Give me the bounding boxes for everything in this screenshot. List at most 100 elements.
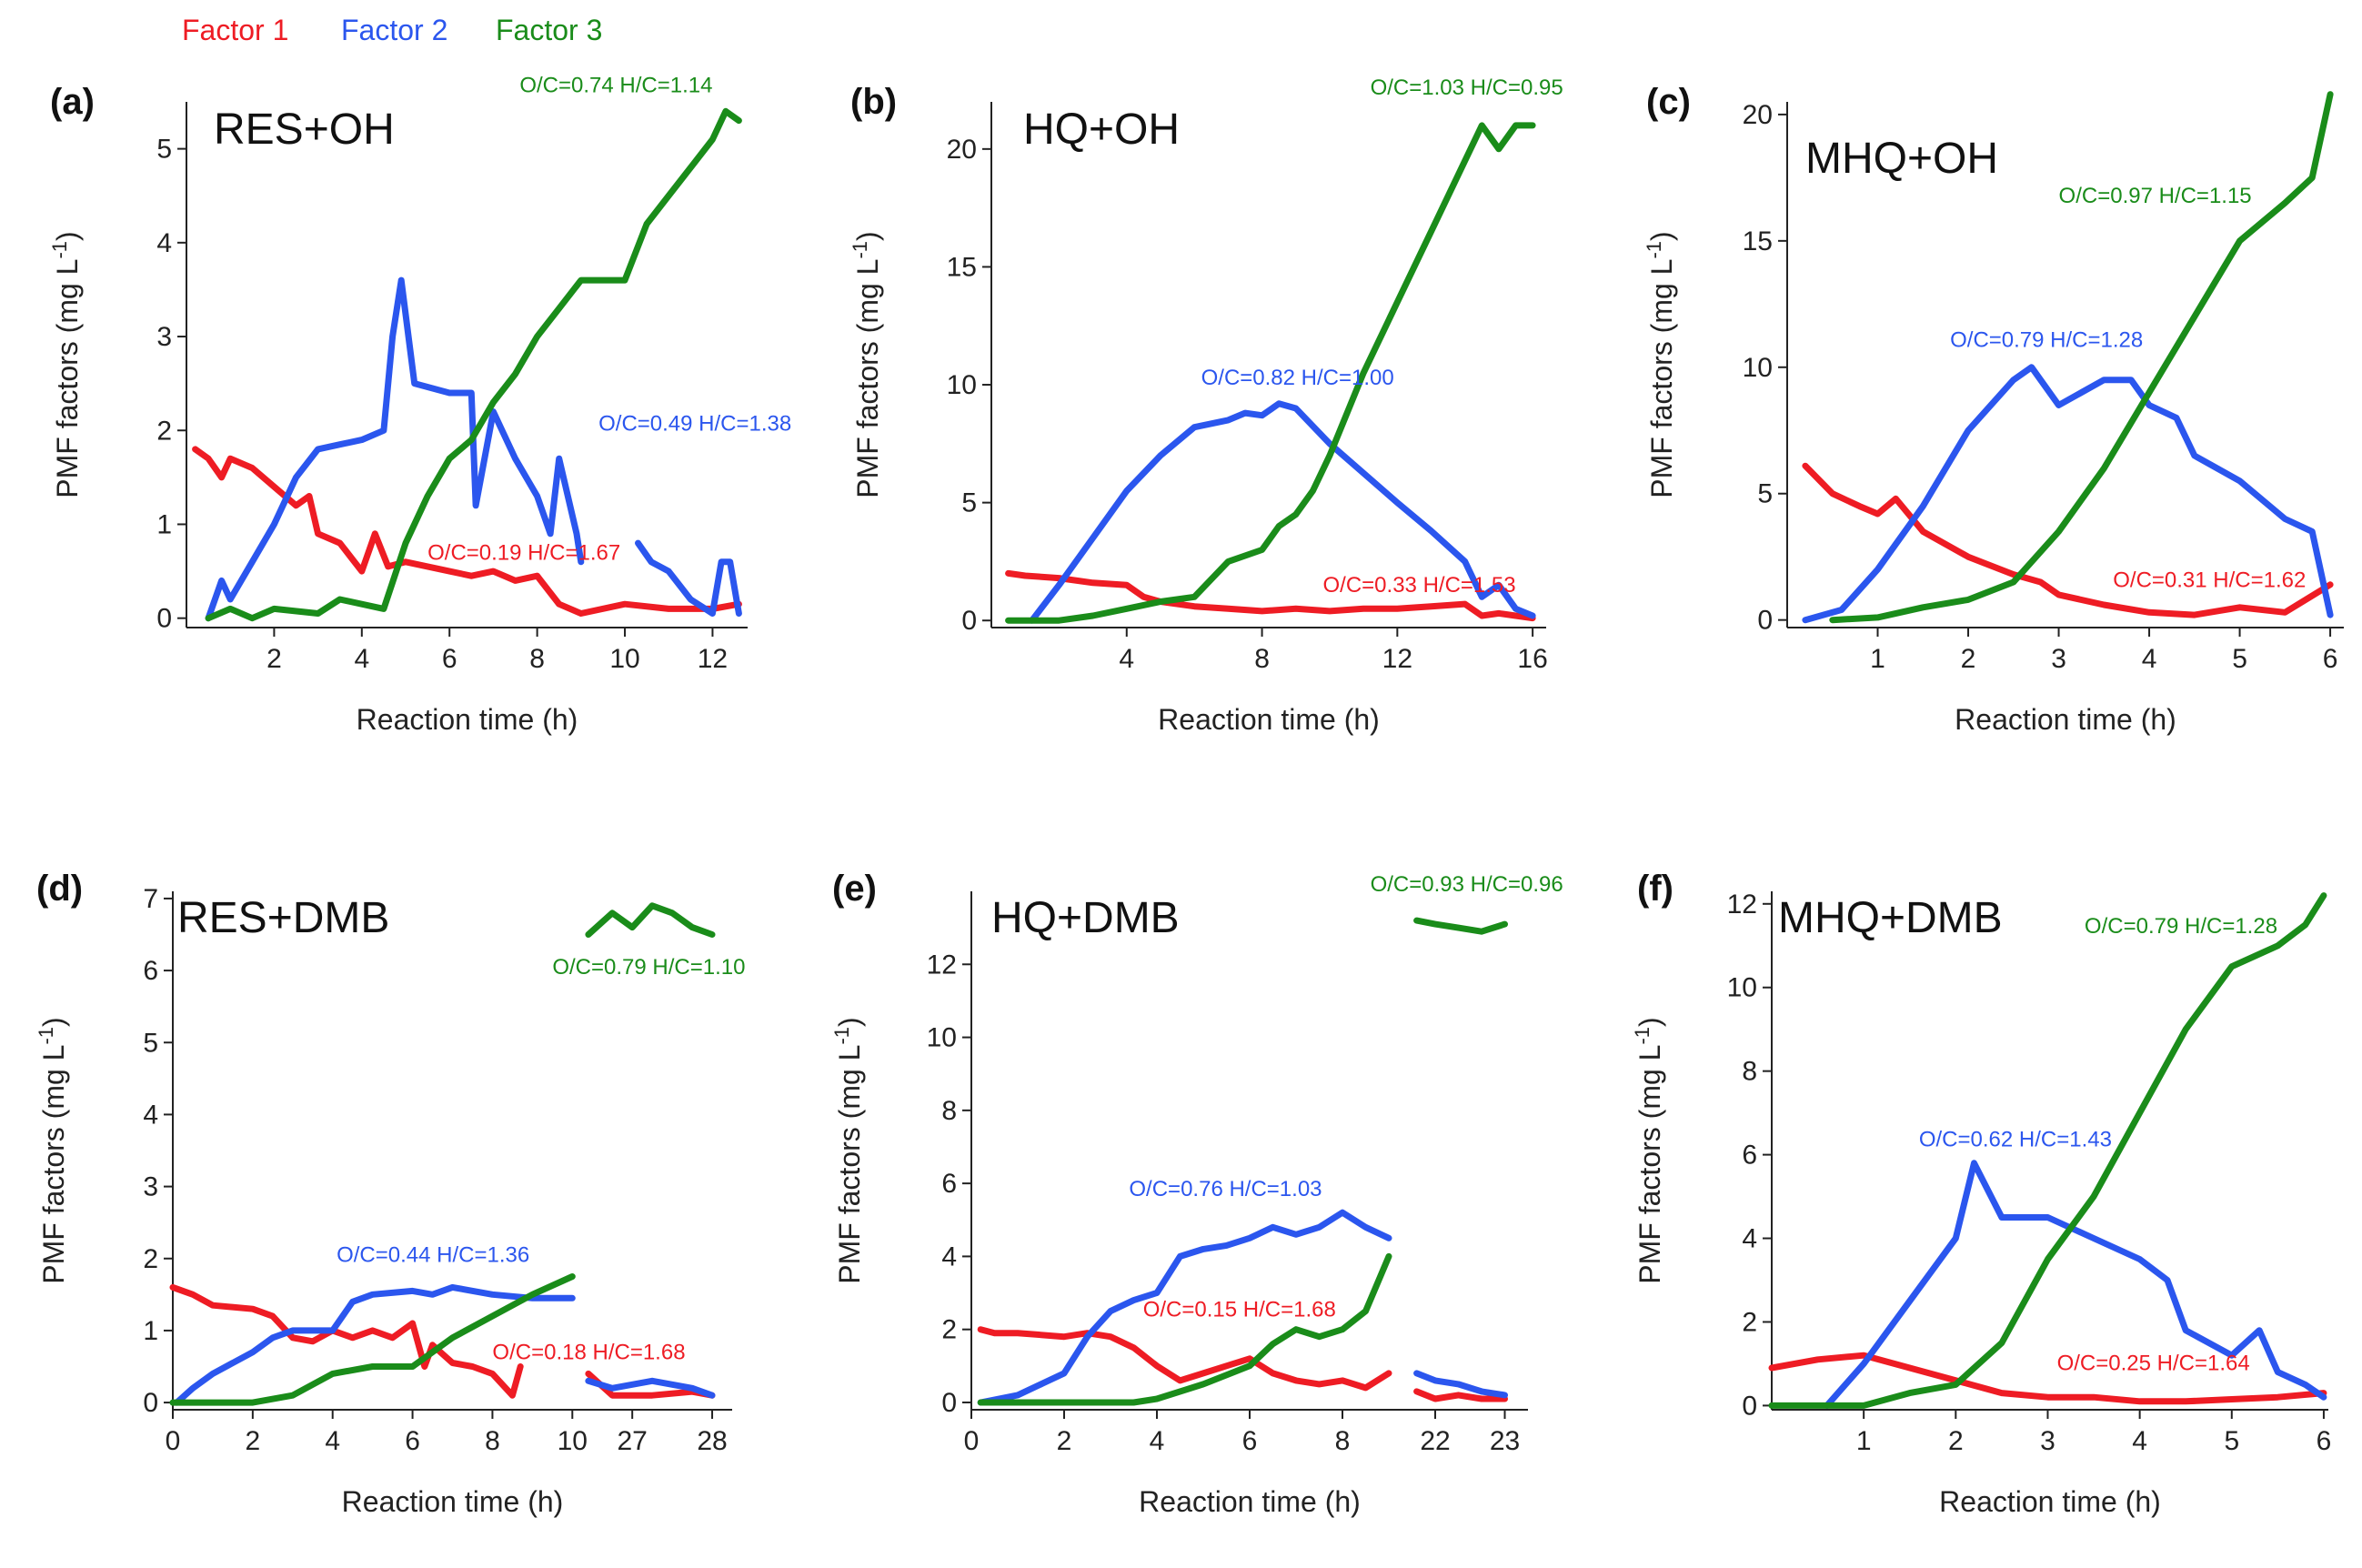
legend-item-1: Factor 1: [182, 14, 288, 46]
x-tick-label: 3: [2051, 644, 2066, 674]
annotation-2: O/C=0.62 H/C=1.43: [1919, 1127, 2112, 1151]
y-tick-label: 1: [156, 509, 172, 539]
y-axis-label: PMF factors (mg L-1): [48, 231, 84, 498]
legend-item-3: Factor 3: [496, 14, 602, 46]
x-tick-label: 5: [2224, 1426, 2239, 1456]
x-tick-label: 8: [1335, 1426, 1351, 1456]
panel-letter: (b): [850, 82, 897, 122]
y-tick-label: 5: [143, 1028, 158, 1058]
panel-title: HQ+OH: [1023, 106, 1180, 154]
x-tick-label: 6: [405, 1426, 420, 1456]
x-tick-label: 4: [325, 1426, 340, 1456]
y-tick-label: 5: [1757, 479, 1773, 509]
y-tick-label: 10: [927, 1023, 957, 1053]
panel-title: RES+DMB: [177, 894, 389, 942]
series-factor-1: [1768, 1352, 2327, 1405]
y-tick-label: 2: [156, 416, 172, 446]
y-tick-label: 5: [961, 488, 977, 518]
panel-title: HQ+DMB: [991, 894, 1180, 942]
series-factor-3: [977, 917, 1508, 1406]
x-tick-label: 6: [1242, 1426, 1258, 1456]
x-tick-label: 0: [166, 1426, 181, 1456]
annotation-3: O/C=0.31 H/C=1.62: [2113, 568, 2306, 593]
x-tick-label: 4: [354, 644, 369, 674]
y-tick-label: 0: [941, 1388, 957, 1418]
series-factor-2: [205, 276, 742, 622]
y-tick-label: 7: [143, 884, 158, 914]
series-factor-1: [1005, 569, 1536, 622]
x-tick-label: 5: [2232, 644, 2247, 674]
x-axis-label: Reaction time (h): [357, 703, 578, 736]
y-tick-label: 10: [947, 370, 977, 400]
y-tick-label: 6: [941, 1169, 957, 1199]
annotation-2: O/C=0.49 H/C=1.38: [598, 411, 791, 436]
x-tick-label: 16: [1517, 644, 1547, 674]
annotation-1: O/C=0.79 H/C=1.28: [2085, 914, 2277, 939]
panel-letter: (c): [1646, 82, 1691, 122]
x-tick-label: 1: [1856, 1426, 1872, 1456]
annotation-2: O/C=0.82 H/C=1.00: [1201, 366, 1394, 390]
y-tick-label: 0: [961, 606, 977, 636]
y-tick-label: 4: [941, 1241, 957, 1271]
x-tick-label: 6: [442, 644, 457, 674]
x-tick-label: 12: [1382, 644, 1412, 674]
x-tick-label: 22: [1420, 1426, 1450, 1456]
series-factor-3: [1005, 122, 1536, 624]
annotation-3: O/C=0.18 H/C=1.68: [492, 1341, 685, 1365]
x-tick-label: 27: [617, 1426, 647, 1456]
x-tick-label: 2: [246, 1426, 261, 1456]
panel-title: RES+OH: [214, 106, 395, 154]
annotation-3: O/C=0.15 H/C=1.68: [1143, 1298, 1336, 1322]
panel-c: 0 5 10 15 20 1 2 3 4 5 6 O/C=0.97 H/C=1.15 O/C=0.79 …: [1643, 82, 2344, 736]
x-tick-label: 8: [1254, 644, 1270, 674]
series-factor-3: [205, 107, 742, 622]
y-tick-label: 8: [1742, 1057, 1757, 1087]
y-tick-label: 15: [947, 252, 977, 282]
y-tick-label: 2: [941, 1315, 957, 1345]
panel-e: 0 2 4 6 8 10 12 0 2 4 6 8 22 23 O/C=0.93 H/C=0.96 O/C=0…: [830, 869, 1563, 1518]
x-tick-label: 6: [2323, 644, 2338, 674]
y-tick-label: 20: [1743, 100, 1773, 130]
x-tick-label: 4: [1150, 1426, 1165, 1456]
x-tick-label: 3: [2040, 1426, 2055, 1456]
panel-letter: (f): [1637, 869, 1674, 909]
annotation-3: O/C=0.19 H/C=1.67: [427, 541, 620, 566]
annotation-3: O/C=0.33 H/C=1.53: [1323, 573, 1516, 598]
x-tick-label: 28: [697, 1426, 727, 1456]
x-axis-label: Reaction time (h): [1955, 703, 2176, 736]
series-factor-2: [1802, 364, 2334, 624]
y-tick-label: 2: [143, 1244, 158, 1274]
annotation-1: O/C=0.79 H/C=1.10: [552, 955, 745, 980]
annotation-2: O/C=0.44 H/C=1.36: [337, 1243, 529, 1268]
annotation-3: O/C=0.25 H/C=1.64: [2057, 1351, 2250, 1375]
legend: Factor 1 Factor 2 Factor 3: [182, 14, 602, 46]
annotation-1: O/C=0.93 H/C=0.96: [1371, 872, 1563, 897]
series-factor-1: [977, 1326, 1508, 1402]
series-factor-2: [1824, 1160, 2327, 1409]
x-tick-label: 6: [2317, 1426, 2332, 1456]
y-axis-label: PMF factors (mg L-1): [35, 1017, 70, 1283]
panel-d: 0 1 2 3 4 5 6 7 0 2 4 6 8 10 27 28 O/C=0.79 H/C=1.10 O/C=…: [35, 869, 745, 1518]
y-axis-label: PMF factors (mg L-1): [1631, 1017, 1666, 1283]
y-axis-label: PMF factors (mg L-1): [830, 1017, 866, 1283]
y-tick-label: 12: [1727, 890, 1757, 920]
y-tick-label: 12: [927, 950, 957, 980]
panel-letter: (d): [36, 869, 83, 909]
x-tick-label: 2: [1057, 1426, 1072, 1456]
x-tick-label: 8: [485, 1426, 500, 1456]
x-tick-label: 4: [2142, 644, 2157, 674]
y-tick-label: 6: [143, 956, 158, 986]
panel-letter: (a): [50, 82, 95, 122]
annotation-1: O/C=1.03 H/C=0.95: [1371, 75, 1563, 100]
x-tick-label: 0: [964, 1426, 980, 1456]
y-tick-label: 4: [143, 1100, 158, 1130]
annotation-1: O/C=0.74 H/C=1.14: [519, 74, 712, 98]
x-tick-label: 1: [1870, 644, 1885, 674]
series-factor-1: [1802, 462, 2334, 618]
y-tick-label: 5: [156, 135, 172, 165]
x-tick-label: 2: [266, 644, 282, 674]
panel-title: MHQ+DMB: [1778, 894, 2003, 942]
annotation-2: O/C=0.79 H/C=1.28: [1950, 328, 2143, 353]
